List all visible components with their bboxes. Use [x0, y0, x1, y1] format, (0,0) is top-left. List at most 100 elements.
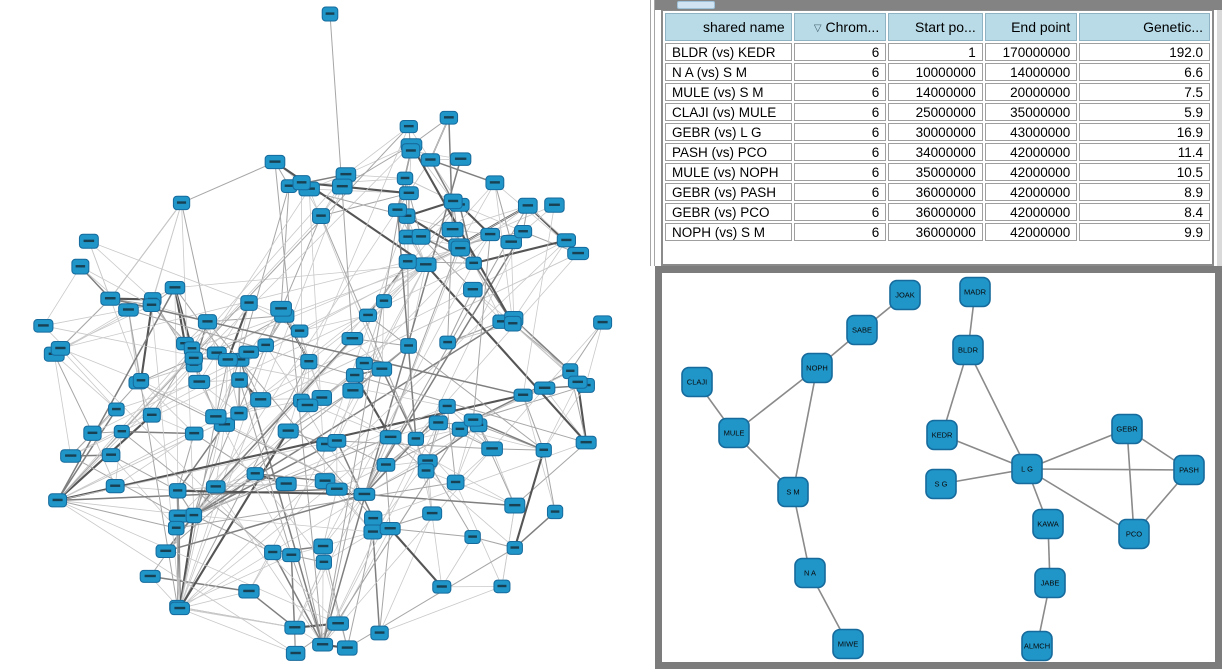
network-node[interactable] — [83, 425, 102, 441]
network-node[interactable] — [493, 579, 511, 594]
network-node[interactable] — [400, 338, 417, 354]
network-node[interactable] — [376, 458, 396, 472]
network-node[interactable] — [275, 476, 297, 492]
network-node[interactable] — [184, 351, 203, 365]
network-node[interactable] — [464, 529, 481, 545]
edge-name-cell[interactable]: MULE (vs) S M — [665, 83, 792, 101]
network-node[interactable] — [108, 402, 125, 417]
table-row[interactable]: MULE (vs) NOPH 6 35000000 42000000 10.5 — [665, 163, 1210, 181]
subnetwork-node-noph[interactable]: NOPH — [801, 352, 833, 384]
network-node[interactable] — [514, 225, 533, 239]
network-node[interactable] — [567, 246, 590, 261]
network-node[interactable] — [270, 300, 292, 317]
network-node[interactable] — [296, 398, 319, 413]
value-cell[interactable]: 6 — [793, 63, 887, 81]
network-node[interactable] — [500, 235, 523, 250]
value-cell[interactable]: 35000000 — [888, 163, 983, 181]
network-node[interactable] — [264, 154, 286, 170]
main-network-canvas[interactable] — [0, 0, 650, 669]
network-node[interactable] — [387, 203, 407, 217]
subnetwork-panel[interactable]: JOAK MADR SABE BLDR NOPH CLAJI KEDR GEBR MULE L G… — [655, 266, 1222, 669]
network-node[interactable] — [139, 569, 161, 583]
network-node[interactable] — [544, 197, 565, 213]
network-node[interactable] — [506, 540, 523, 555]
network-node[interactable] — [480, 227, 500, 242]
network-node[interactable] — [449, 152, 472, 166]
network-node[interactable] — [399, 186, 419, 201]
subnetwork-node-jabe[interactable]: JABE — [1034, 567, 1066, 599]
network-node[interactable] — [50, 340, 71, 356]
network-node[interactable] — [155, 544, 176, 558]
subnetwork-node-miwe[interactable]: MIWE — [832, 628, 864, 660]
network-node[interactable] — [169, 601, 190, 616]
value-cell[interactable]: 11.4 — [1079, 143, 1210, 161]
network-node[interactable] — [513, 388, 533, 402]
network-node[interactable] — [313, 538, 333, 555]
table-row[interactable]: MULE (vs) S M 6 14000000 20000000 7.5 — [665, 83, 1210, 101]
network-node[interactable] — [465, 256, 482, 270]
network-node[interactable] — [277, 423, 299, 439]
network-node[interactable] — [593, 315, 613, 330]
table-row[interactable]: GEBR (vs) PASH 6 36000000 42000000 8.9 — [665, 183, 1210, 201]
network-node[interactable] — [321, 6, 339, 22]
network-node[interactable] — [517, 197, 538, 214]
filter-funnel-icon[interactable]: ▽ — [813, 23, 822, 34]
network-node[interactable] — [358, 308, 378, 323]
network-node[interactable] — [428, 415, 448, 431]
edge-name-cell[interactable]: CLAJI (vs) MULE — [665, 103, 792, 121]
network-node[interactable] — [315, 554, 332, 570]
value-cell[interactable]: 42000000 — [984, 203, 1078, 221]
table-row[interactable]: GEBR (vs) PCO 6 36000000 42000000 8.4 — [665, 203, 1210, 221]
network-node[interactable] — [379, 430, 402, 445]
value-cell[interactable]: 25000000 — [888, 103, 983, 121]
network-node[interactable] — [285, 645, 306, 661]
scrollbar-thumb[interactable] — [677, 1, 715, 9]
subnetwork-node-l-g[interactable]: L G — [1011, 453, 1043, 485]
network-node[interactable] — [485, 175, 505, 191]
value-cell[interactable]: 43000000 — [984, 123, 1078, 141]
network-node[interactable] — [439, 335, 456, 350]
network-node[interactable] — [100, 291, 121, 306]
value-cell[interactable]: 10.5 — [1079, 163, 1210, 181]
subnetwork-canvas[interactable]: JOAK MADR SABE BLDR NOPH CLAJI KEDR GEBR MULE L G… — [662, 273, 1215, 662]
network-node[interactable] — [432, 580, 452, 594]
network-node[interactable] — [327, 434, 347, 448]
network-node[interactable] — [438, 398, 456, 414]
network-node[interactable] — [282, 548, 301, 563]
network-node[interactable] — [342, 382, 364, 399]
value-cell[interactable]: 35000000 — [984, 103, 1078, 121]
network-node[interactable] — [184, 426, 204, 441]
value-cell[interactable]: 6 — [793, 83, 887, 101]
table-row[interactable]: NOPH (vs) S M 6 36000000 42000000 9.9 — [665, 223, 1210, 241]
network-node[interactable] — [364, 510, 383, 527]
network-node[interactable] — [341, 332, 364, 346]
network-node[interactable] — [217, 352, 238, 367]
value-cell[interactable]: 192.0 — [1079, 43, 1210, 61]
network-node[interactable] — [441, 221, 464, 238]
panel-splitter[interactable] — [650, 0, 655, 266]
value-cell[interactable]: 36000000 — [888, 183, 983, 201]
network-node[interactable] — [420, 153, 441, 167]
network-node[interactable] — [336, 640, 358, 656]
value-cell[interactable]: 10000000 — [888, 63, 983, 81]
network-node[interactable] — [172, 195, 191, 211]
value-cell[interactable]: 6 — [793, 203, 887, 221]
value-cell[interactable]: 42000000 — [984, 163, 1078, 181]
network-node[interactable] — [355, 356, 373, 371]
table-row[interactable]: BLDR (vs) KEDR 6 1 170000000 192.0 — [665, 43, 1210, 61]
edge-name-cell[interactable]: N A (vs) S M — [665, 63, 792, 81]
value-cell[interactable]: 36000000 — [888, 203, 983, 221]
network-node[interactable] — [363, 524, 383, 540]
value-cell[interactable]: 20000000 — [984, 83, 1078, 101]
column-header-0[interactable]: shared name — [665, 13, 792, 41]
network-node[interactable] — [33, 319, 54, 333]
network-node[interactable] — [185, 507, 203, 524]
edge-name-cell[interactable]: GEBR (vs) L G — [665, 123, 792, 141]
network-node[interactable] — [246, 467, 264, 481]
network-node[interactable] — [168, 483, 187, 499]
network-node[interactable] — [411, 228, 431, 245]
network-node[interactable] — [231, 372, 248, 388]
table-top-scrollbar[interactable] — [655, 0, 1222, 10]
network-node[interactable] — [439, 110, 459, 125]
network-node[interactable] — [450, 240, 471, 257]
